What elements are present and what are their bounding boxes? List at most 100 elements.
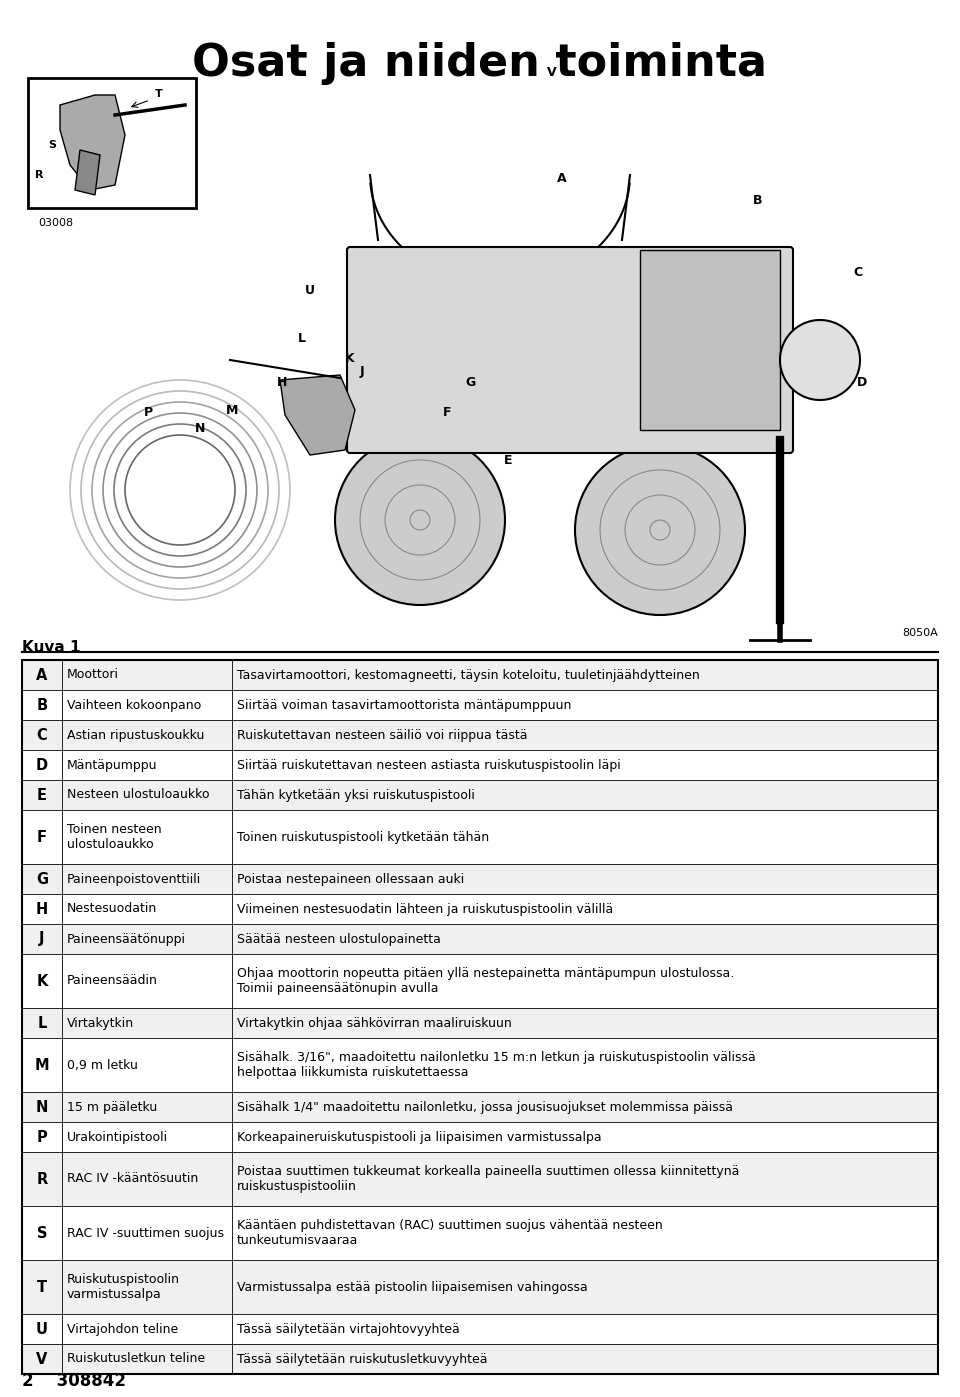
Text: Moottori: Moottori: [67, 669, 119, 682]
Text: Virtajohdon teline: Virtajohdon teline: [67, 1323, 179, 1336]
Text: P: P: [36, 1130, 47, 1144]
Text: ulostuloaukko: ulostuloaukko: [67, 838, 154, 851]
Text: K: K: [346, 352, 355, 365]
Bar: [22, 954, 938, 1009]
Text: N: N: [36, 1099, 48, 1115]
Polygon shape: [75, 149, 100, 196]
Text: Tässä säilytetään virtajohtovyyhteä: Tässä säilytetään virtajohtovyyhteä: [237, 1323, 460, 1336]
Text: D: D: [36, 757, 48, 773]
Text: U: U: [305, 284, 315, 296]
Text: A: A: [557, 172, 566, 184]
Text: C: C: [36, 728, 47, 742]
Bar: [22, 923, 938, 954]
Text: G: G: [465, 376, 475, 388]
Text: 2    308842: 2 308842: [22, 1372, 126, 1390]
Text: 03008: 03008: [38, 218, 73, 228]
Bar: [22, 1260, 938, 1315]
Text: S: S: [36, 1225, 47, 1241]
Text: Nesteen ulostuloaukko: Nesteen ulostuloaukko: [67, 788, 209, 802]
Bar: [22, 1009, 938, 1038]
Text: Tähän kytketään yksi ruiskutuspistooli: Tähän kytketään yksi ruiskutuspistooli: [237, 788, 475, 802]
Circle shape: [575, 446, 745, 615]
Bar: [22, 1344, 938, 1375]
Text: Virtakytkin ohjaa sähkövirran maaliruiskuun: Virtakytkin ohjaa sähkövirran maaliruisk…: [237, 1017, 512, 1030]
Text: tunkeutumisvaaraa: tunkeutumisvaaraa: [237, 1234, 358, 1248]
Text: R: R: [35, 170, 43, 180]
Text: M: M: [226, 404, 238, 416]
Text: T: T: [36, 1280, 47, 1295]
Text: ruiskustuspistooliin: ruiskustuspistooliin: [237, 1180, 357, 1193]
Bar: [22, 1122, 938, 1153]
Text: Tasavirtamoottori, kestomagneetti, täysin koteloitu, tuuletinjäähdytteinen: Tasavirtamoottori, kestomagneetti, täysi…: [237, 669, 700, 682]
Bar: [22, 863, 938, 894]
Text: Nestesuodatin: Nestesuodatin: [67, 902, 157, 915]
Text: Säätää nesteen ulostulopainetta: Säätää nesteen ulostulopainetta: [237, 933, 441, 946]
Bar: [28, 78, 196, 208]
Text: RAC IV -kääntösuutin: RAC IV -kääntösuutin: [67, 1172, 199, 1186]
Text: F: F: [443, 405, 451, 419]
Text: C: C: [853, 265, 863, 278]
Text: 15 m pääletku: 15 m pääletku: [67, 1101, 157, 1113]
Text: Osat ja niiden toiminta: Osat ja niiden toiminta: [193, 42, 767, 85]
Text: RAC IV -suuttimen suojus: RAC IV -suuttimen suojus: [67, 1227, 224, 1239]
Text: B: B: [754, 194, 763, 207]
Text: 0,9 m letku: 0,9 m letku: [67, 1059, 138, 1071]
Text: Paineensäätönuppi: Paineensäätönuppi: [67, 933, 186, 946]
Text: L: L: [37, 1016, 47, 1031]
Text: H: H: [276, 376, 287, 388]
Text: N: N: [195, 422, 205, 434]
Bar: [22, 894, 938, 923]
Circle shape: [335, 434, 505, 605]
Text: E: E: [504, 454, 513, 467]
Text: U: U: [36, 1322, 48, 1337]
Bar: [22, 780, 938, 810]
Text: D: D: [857, 376, 867, 388]
Text: Sisähalk. 3/16", maadoitettu nailonletku 15 m:n letkun ja ruiskutuspistoolin väl: Sisähalk. 3/16", maadoitettu nailonletku…: [237, 1051, 756, 1065]
Text: varmistussalpa: varmistussalpa: [67, 1288, 161, 1301]
Bar: [22, 1153, 938, 1206]
Text: Siirtää ruiskutettavan nesteen astiasta ruiskutuspistoolin läpi: Siirtää ruiskutettavan nesteen astiasta …: [237, 759, 621, 771]
Bar: [22, 1092, 938, 1122]
Bar: [22, 659, 938, 690]
Bar: [22, 1206, 938, 1260]
Bar: [22, 690, 938, 719]
Text: Korkeapaineruiskutuspistooli ja liipaisimen varmistussalpa: Korkeapaineruiskutuspistooli ja liipaisi…: [237, 1130, 602, 1144]
Text: Vaihteen kokoonpano: Vaihteen kokoonpano: [67, 698, 202, 711]
Text: Viimeinen nestesuodatin lähteen ja ruiskutuspistoolin välillä: Viimeinen nestesuodatin lähteen ja ruisk…: [237, 902, 613, 915]
Text: R: R: [36, 1172, 48, 1186]
Text: Ohjaa moottorin nopeutta pitäen yllä nestepainetta mäntäpumpun ulostulossa.: Ohjaa moottorin nopeutta pitäen yllä nes…: [237, 967, 734, 981]
Text: Astian ripustuskoukku: Astian ripustuskoukku: [67, 728, 204, 742]
Text: Toimii paineensäätönupin avulla: Toimii paineensäätönupin avulla: [237, 982, 439, 995]
Text: J: J: [360, 366, 364, 379]
Text: Urakointipistooli: Urakointipistooli: [67, 1130, 168, 1144]
Text: L: L: [298, 331, 306, 345]
Text: Poistaa suuttimen tukkeumat korkealla paineella suuttimen ollessa kiinnitettynä: Poistaa suuttimen tukkeumat korkealla pa…: [237, 1165, 739, 1178]
Text: helpottaa liikkumista ruiskutettaessa: helpottaa liikkumista ruiskutettaessa: [237, 1066, 468, 1078]
Text: E: E: [37, 788, 47, 802]
Text: 8050A: 8050A: [902, 629, 938, 638]
Text: Virtakytkin: Virtakytkin: [67, 1017, 134, 1030]
Bar: [22, 659, 938, 1375]
Text: G: G: [36, 872, 48, 887]
FancyBboxPatch shape: [347, 247, 793, 453]
Text: A: A: [36, 668, 48, 683]
Bar: [22, 719, 938, 750]
Text: F: F: [37, 830, 47, 845]
Text: B: B: [36, 697, 48, 712]
Text: Mäntäpumppu: Mäntäpumppu: [67, 759, 157, 771]
Text: Kääntäen puhdistettavan (RAC) suuttimen suojus vähentää nesteen: Kääntäen puhdistettavan (RAC) suuttimen …: [237, 1220, 662, 1232]
Text: S: S: [48, 140, 56, 149]
Text: Paineenpoistoventtiili: Paineenpoistoventtiili: [67, 873, 202, 886]
Text: Ruiskutettavan nesteen säiliö voi riippua tästä: Ruiskutettavan nesteen säiliö voi riippu…: [237, 728, 527, 742]
Text: P: P: [143, 405, 153, 419]
Text: Siirtää voiman tasavirtamoottorista mäntäpumppuun: Siirtää voiman tasavirtamoottorista mänt…: [237, 698, 571, 711]
Text: Tässä säilytetään ruiskutusletkuvyyhteä: Tässä säilytetään ruiskutusletkuvyyhteä: [237, 1352, 488, 1365]
Text: K: K: [36, 974, 48, 989]
Circle shape: [780, 320, 860, 400]
Text: Kuva 1: Kuva 1: [22, 640, 81, 655]
Text: Ruiskutuspistoolin: Ruiskutuspistoolin: [67, 1273, 180, 1287]
Text: V: V: [547, 66, 557, 78]
Text: Sisähalk 1/4" maadoitettu nailonletku, jossa jousisuojukset molemmissa päissä: Sisähalk 1/4" maadoitettu nailonletku, j…: [237, 1101, 733, 1113]
Text: M: M: [35, 1058, 49, 1073]
Text: H: H: [36, 901, 48, 916]
